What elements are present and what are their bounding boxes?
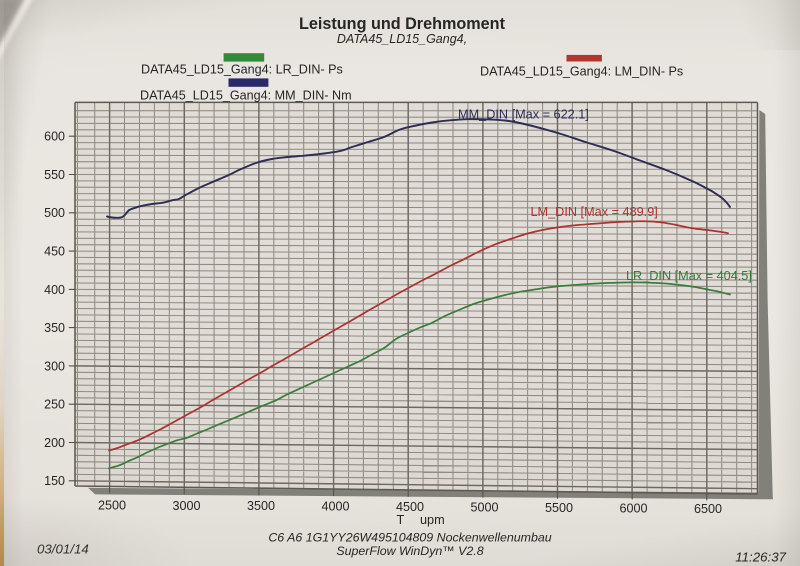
svg-text:upm: upm	[420, 513, 445, 527]
svg-text:MM_DIN [Max = 622.1]: MM_DIN [Max = 622.1]	[458, 108, 589, 122]
svg-text:300: 300	[44, 359, 65, 373]
svg-text:4500: 4500	[396, 500, 424, 514]
svg-text:150: 150	[44, 474, 65, 488]
svg-text:200: 200	[44, 436, 65, 450]
svg-text:Leistung und Drehmoment: Leistung und Drehmoment	[299, 15, 506, 33]
svg-text:5500: 5500	[545, 501, 573, 515]
svg-text:5000: 5000	[470, 501, 498, 515]
svg-text:550: 550	[44, 168, 65, 182]
svg-text:3000: 3000	[172, 499, 200, 513]
svg-text:DATA45_LD15_Gang4: LR_DIN- Ps: DATA45_LD15_Gang4: LR_DIN- Ps	[141, 63, 343, 77]
svg-text:350: 350	[44, 321, 65, 335]
svg-text:4000: 4000	[321, 500, 349, 514]
svg-text:T: T	[397, 512, 405, 527]
svg-text:6000: 6000	[619, 501, 647, 515]
svg-text:400: 400	[44, 283, 65, 297]
svg-text:3500: 3500	[247, 499, 275, 513]
svg-text:SuperFlow WinDyn™ V2.8: SuperFlow WinDyn™ V2.8	[336, 544, 483, 558]
svg-text:250: 250	[44, 398, 65, 412]
svg-text:LM_DIN [Max = 489.9]: LM_DIN [Max = 489.9]	[531, 205, 658, 219]
svg-text:2500: 2500	[98, 498, 126, 512]
svg-text:LR_DIN [Max = 404.5]: LR_DIN [Max = 404.5]	[626, 269, 752, 283]
svg-text:500: 500	[44, 206, 65, 220]
svg-text:11:26:37: 11:26:37	[735, 550, 786, 565]
svg-text:DATA45_LD15_Gang4,: DATA45_LD15_Gang4,	[337, 32, 467, 46]
svg-text:DATA45_LD15_Gang4: MM_DIN- Nm: DATA45_LD15_Gang4: MM_DIN- Nm	[140, 89, 352, 103]
svg-text:DATA45_LD15_Gang4: LM_DIN- Ps: DATA45_LD15_Gang4: LM_DIN- Ps	[480, 64, 683, 78]
svg-text:600: 600	[44, 130, 65, 144]
svg-text:03/01/14: 03/01/14	[37, 542, 89, 557]
svg-text:6500: 6500	[694, 502, 722, 516]
svg-text:C6 A6 1G1YY26W495104809 Nocken: C6 A6 1G1YY26W495104809 Nockenwellenumba…	[268, 530, 551, 544]
svg-text:450: 450	[44, 245, 65, 259]
